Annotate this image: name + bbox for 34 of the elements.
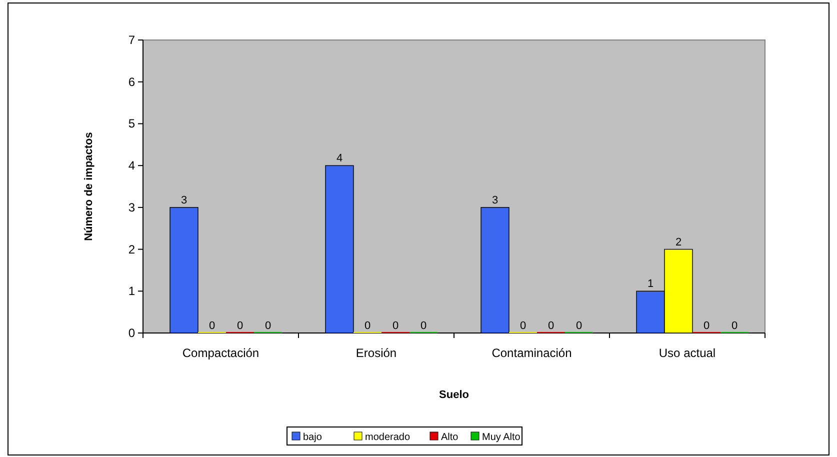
y-tick-label: 3 xyxy=(128,200,136,214)
data-label: 0 xyxy=(576,320,582,332)
data-label: 0 xyxy=(731,320,738,332)
x-tick-label: Compactación xyxy=(182,346,260,360)
x-tick-label: Uso actual xyxy=(658,346,716,360)
data-label: 0 xyxy=(264,320,272,332)
legend-label: Muy Alto xyxy=(482,432,521,443)
legend-label: Alto xyxy=(441,432,459,443)
data-label: 0 xyxy=(520,320,526,332)
y-tick-label: 5 xyxy=(128,116,136,131)
x-tick-label: Erosión xyxy=(356,346,397,360)
data-label: 3 xyxy=(180,194,188,206)
data-label: 0 xyxy=(392,320,399,332)
data-label: 0 xyxy=(548,320,554,332)
y-tick-label: 0 xyxy=(128,326,136,340)
data-label: 0 xyxy=(420,320,427,332)
data-label: 0 xyxy=(703,320,710,332)
data-label: 0 xyxy=(364,320,371,332)
x-tick-label: Contaminación xyxy=(492,346,572,360)
data-label: 1 xyxy=(647,278,654,290)
data-label: 0 xyxy=(236,320,244,332)
y-tick-label: 7 xyxy=(128,33,136,47)
legend-label: moderado xyxy=(365,432,410,443)
y-tick-label: 2 xyxy=(128,242,136,256)
y-tick-label: 1 xyxy=(128,284,136,298)
data-label: 2 xyxy=(675,236,682,248)
data-label: 4 xyxy=(336,152,343,165)
legend-label: bajo xyxy=(303,432,322,443)
y-tick-label: 6 xyxy=(128,74,136,89)
data-label: 0 xyxy=(208,320,216,332)
data-label: 3 xyxy=(492,194,498,206)
x-axis-title: Suelo xyxy=(439,389,470,401)
y-tick-label: 4 xyxy=(128,158,136,173)
y-axis-title: Número de impactos xyxy=(83,132,95,241)
